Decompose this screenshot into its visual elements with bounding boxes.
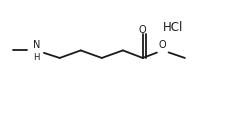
Text: H: H <box>33 53 40 62</box>
Text: O: O <box>159 40 166 50</box>
Text: N: N <box>33 40 40 50</box>
Text: HCl: HCl <box>163 21 183 34</box>
Text: O: O <box>139 25 146 35</box>
